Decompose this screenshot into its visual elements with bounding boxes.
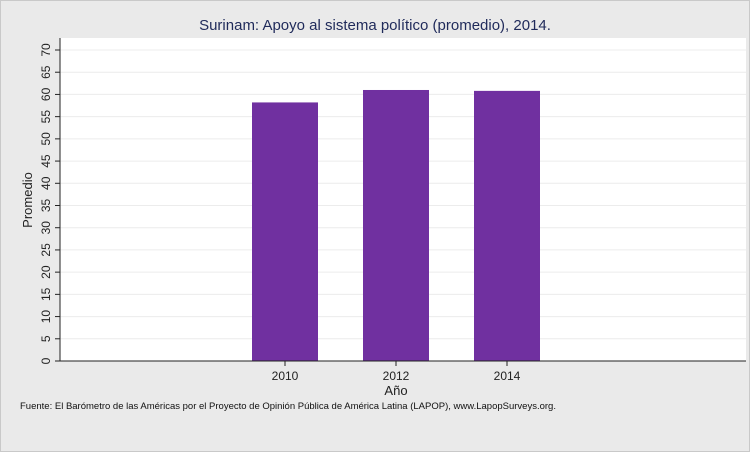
bar-2014 xyxy=(474,90,540,362)
bars xyxy=(252,89,540,362)
y-tick-label: 20 xyxy=(39,265,53,279)
bar-2012 xyxy=(363,89,429,361)
y-tick-label: 55 xyxy=(39,110,53,124)
y-tick-label: 60 xyxy=(39,87,53,101)
y-tick-label: 30 xyxy=(39,221,53,235)
y-tick-label: 25 xyxy=(39,243,53,257)
y-tick-label: 5 xyxy=(39,335,53,342)
y-axis-ticks: 0 5 10 15 20 25 30 35 40 45 50 55 60 65 70 xyxy=(39,43,60,364)
x-axis-ticks: 2010 2012 2014 xyxy=(272,361,521,383)
y-axis-title: Promedio xyxy=(20,172,35,228)
x-tick-label: 2014 xyxy=(494,369,521,383)
chart-title: Surinam: Apoyo al sistema político (prom… xyxy=(199,17,551,34)
x-axis-title: Año xyxy=(384,383,407,398)
y-tick-label: 10 xyxy=(39,310,53,324)
y-tick-label: 50 xyxy=(39,132,53,146)
source-note: Fuente: El Barómetro de las Américas por… xyxy=(20,401,556,412)
x-tick-label: 2010 xyxy=(272,369,299,383)
y-tick-label: 40 xyxy=(39,176,53,190)
y-tick-label: 15 xyxy=(39,287,53,301)
bar-2010 xyxy=(252,102,318,361)
x-tick-label: 2012 xyxy=(383,369,410,383)
y-tick-label: 0 xyxy=(39,357,53,364)
y-tick-label: 70 xyxy=(39,43,53,57)
y-tick-label: 45 xyxy=(39,154,53,168)
y-tick-label: 65 xyxy=(39,65,53,79)
y-tick-label: 35 xyxy=(39,199,53,213)
